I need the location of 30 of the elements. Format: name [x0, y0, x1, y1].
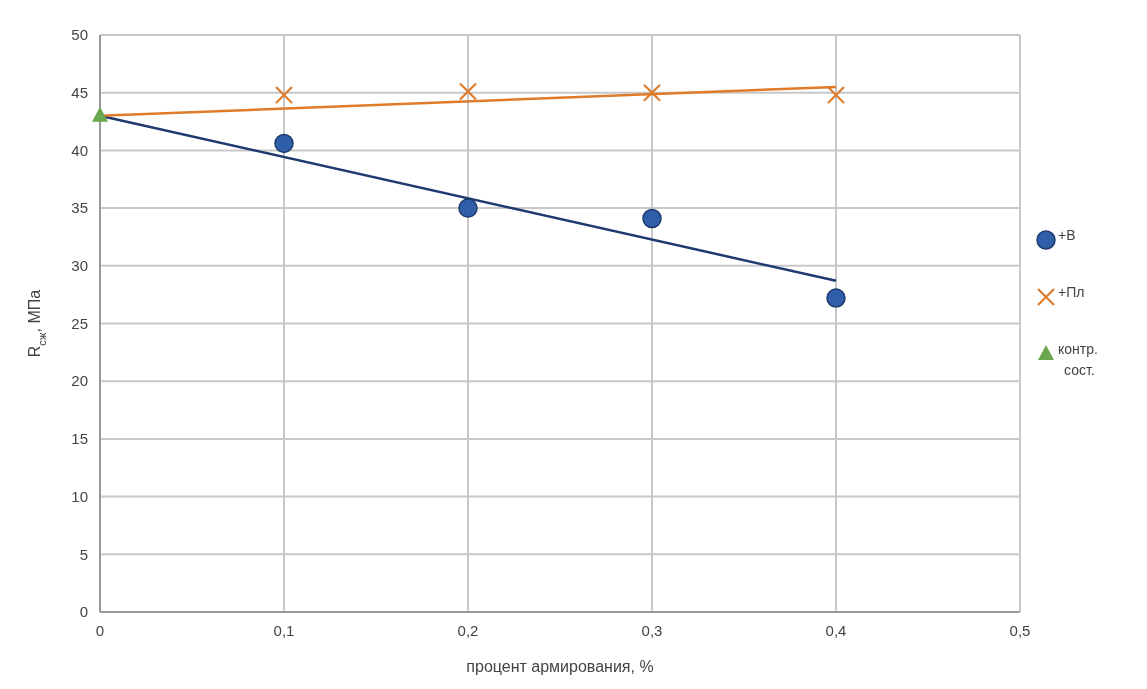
x-tick-label: 0,3 — [641, 622, 663, 639]
y-tick-label: 45 — [71, 83, 88, 101]
x-tick-label: 0,1 — [273, 622, 295, 639]
y-tick-label: 10 — [71, 487, 88, 505]
legend-label: контр. сост. — [1058, 341, 1098, 378]
y-tick-label: 15 — [71, 430, 88, 448]
point — [458, 82, 478, 101]
x-tick-label: 0 — [95, 622, 105, 639]
y-tick-label: 5 — [79, 545, 88, 563]
y-tick-label: 40 — [71, 141, 88, 159]
y-tick-label: 25 — [71, 314, 88, 332]
point — [826, 288, 846, 308]
y-tick-label: 50 — [71, 26, 88, 44]
y-tick-label: 35 — [71, 199, 88, 217]
point — [92, 106, 108, 122]
x-tick-label: 0,5 — [1009, 622, 1031, 639]
y-tick-label: 30 — [71, 257, 88, 275]
point — [458, 198, 478, 218]
x-tick-label: 0,4 — [825, 622, 847, 639]
point — [642, 83, 662, 102]
point — [826, 85, 846, 105]
y-tick-label: 20 — [71, 372, 88, 390]
point — [274, 85, 294, 105]
y-tick-label: 0 — [79, 603, 88, 621]
legend-label: +В — [1058, 227, 1076, 243]
legend-label: +Пл — [1058, 284, 1085, 300]
x-tick-label: 0,2 — [457, 622, 479, 639]
point — [642, 208, 662, 229]
x-axis-title: процент армирования, % — [466, 658, 654, 675]
point — [274, 133, 294, 154]
